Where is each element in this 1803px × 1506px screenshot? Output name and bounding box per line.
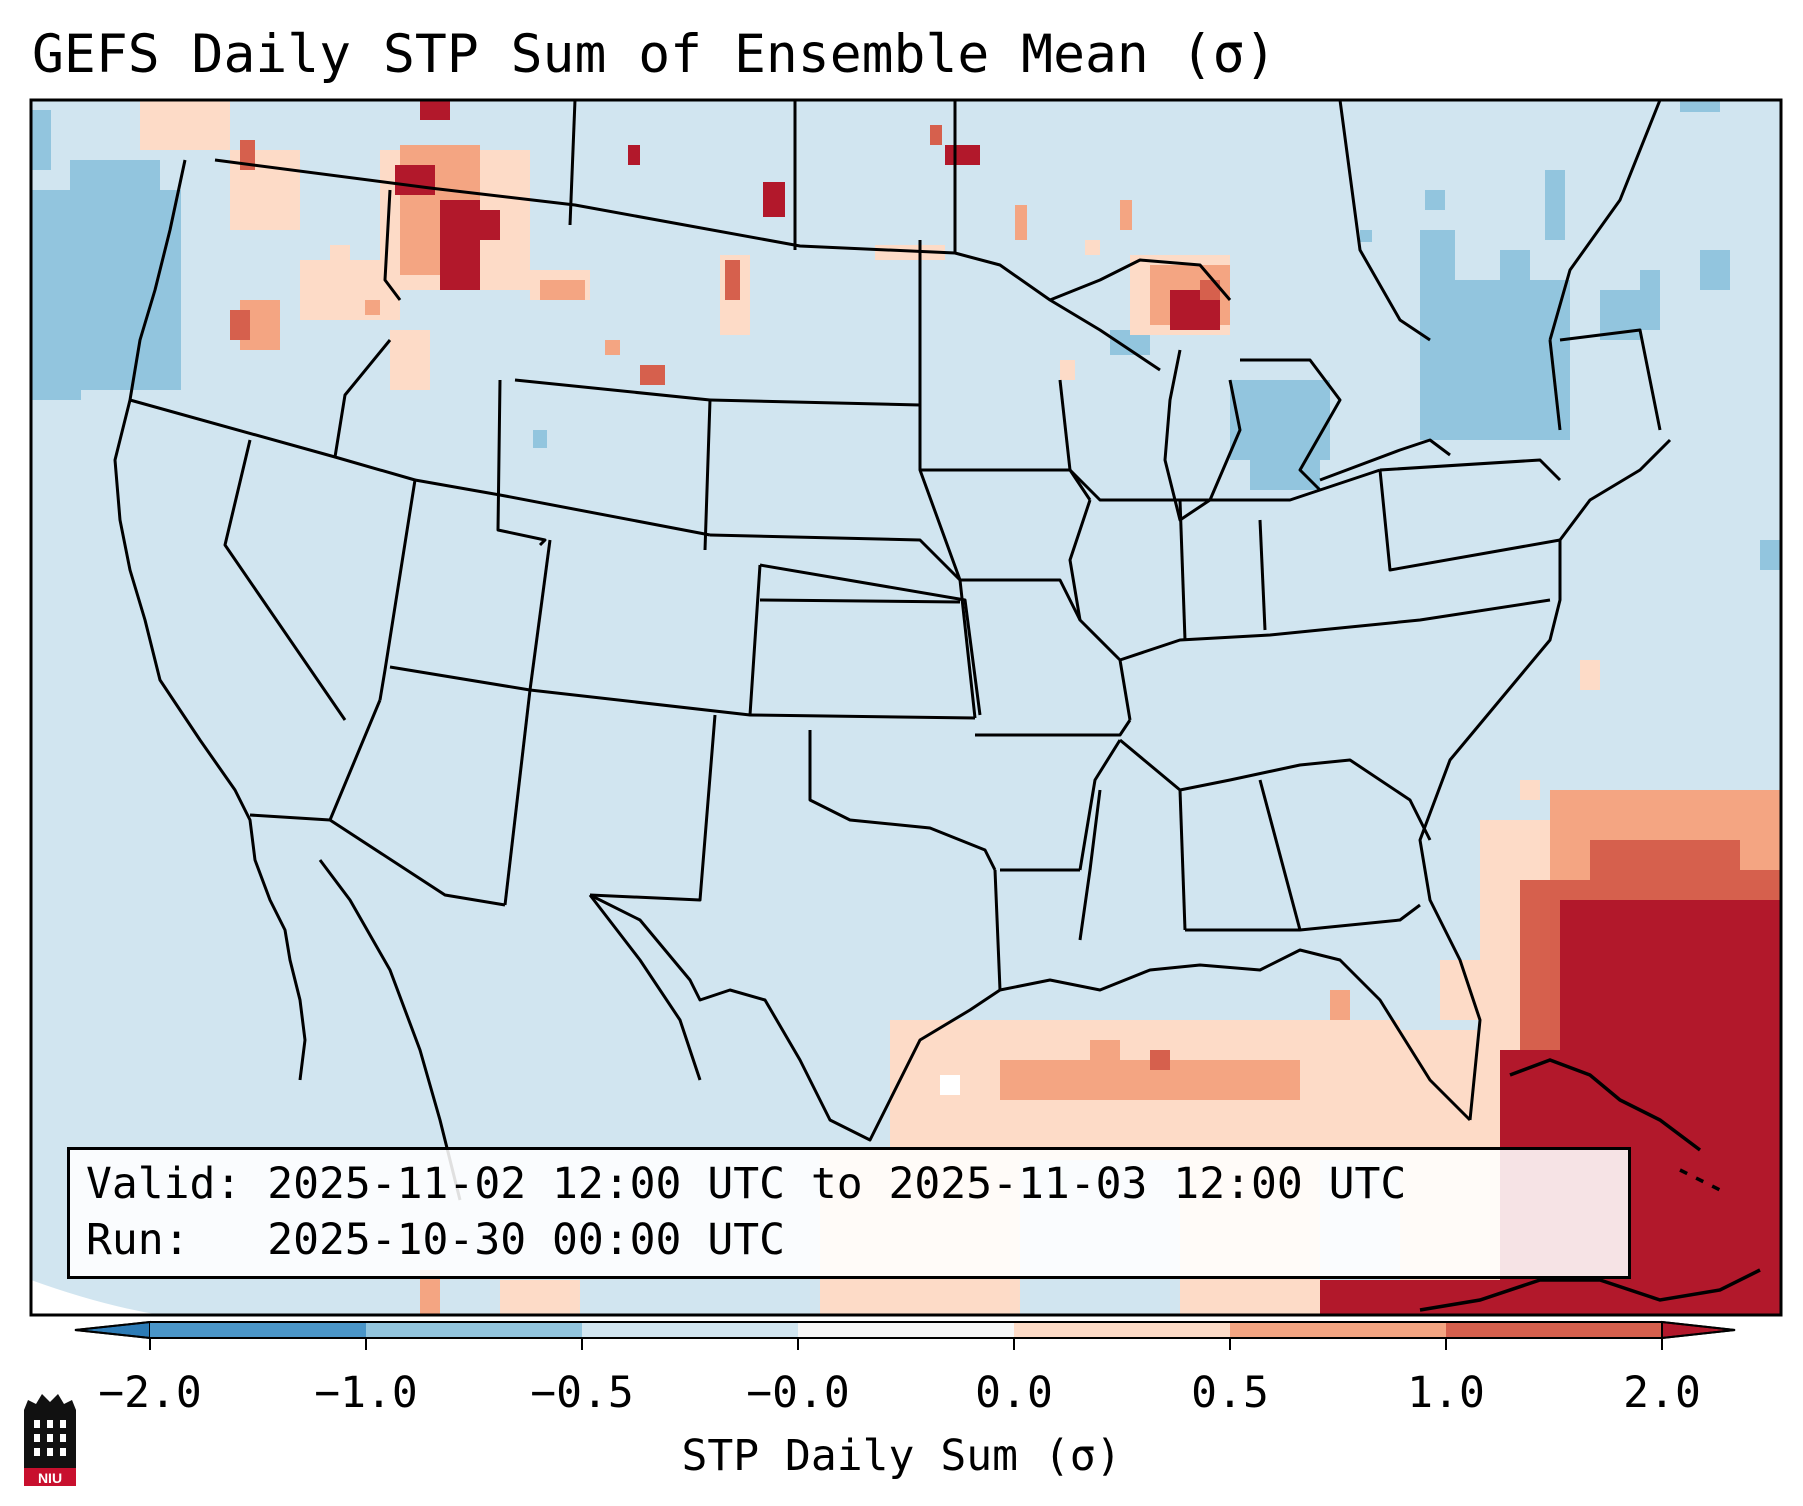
positive-anomaly-northern-rockies: [140, 100, 665, 390]
map-title: GEFS Daily STP Sum of Ensemble Mean (σ): [32, 24, 1277, 85]
colorbar-tick-label: −0.0: [746, 1368, 850, 1418]
coastline-east: [1418, 438, 1672, 1121]
colorbar-segment: [798, 1322, 1014, 1338]
colorbar-ticks: [149, 1338, 1663, 1350]
colorbar-segment: [1014, 1322, 1230, 1338]
colorbar-segment: [1230, 1322, 1446, 1338]
coastline-west: [113, 159, 307, 1081]
colorbar-segment: [150, 1322, 366, 1338]
colorbar-tick-label: 0.5: [1191, 1368, 1269, 1418]
colorbar-tick-label: 0.0: [975, 1368, 1053, 1418]
valid-line: Valid: 2025-11-02 12:00 UTC to 2025-11-0…: [86, 1159, 1407, 1209]
negative-anomaly-northeast: [1110, 100, 1780, 570]
negative-anomaly-pacific-nw: [31, 110, 181, 400]
colorbar-tick-label: −1.0: [314, 1368, 418, 1418]
colorbar-tick-label: 1.0: [1407, 1368, 1485, 1418]
colorbar: [74, 1320, 1736, 1350]
run-line: Run: 2025-10-30 00:00 UTC: [86, 1215, 785, 1265]
caribbean-islands: [1419, 1058, 1761, 1312]
map-frame: [29, 98, 1783, 1317]
valid-time-box: Valid: 2025-11-02 12:00 UTC to 2025-11-0…: [67, 1147, 1631, 1279]
state-boundaries: [113, 100, 1672, 1201]
colorbar-tick-label: 2.0: [1623, 1368, 1701, 1418]
colorbar-segment: [366, 1322, 582, 1338]
colorbar-extend-low: [74, 1320, 151, 1340]
colorbar-segment: [1446, 1322, 1662, 1338]
negative-anomaly-small: [533, 430, 547, 448]
colorbar-tick-label: −0.5: [530, 1368, 634, 1418]
projection-edge: [31, 1280, 160, 1315]
niu-logo-text: NIU: [38, 1470, 62, 1486]
colorbar-extend-high: [1661, 1320, 1736, 1340]
colorbar-label: STP Daily Sum (σ): [681, 1431, 1122, 1481]
positive-anomaly-gulf: [420, 960, 1480, 1315]
colorbar-tick-label: −2.0: [98, 1368, 202, 1418]
positive-anomaly-upper-michigan: [1060, 255, 1230, 380]
niu-logo: NIU: [24, 1394, 76, 1486]
colorbar-segment: [582, 1322, 798, 1338]
